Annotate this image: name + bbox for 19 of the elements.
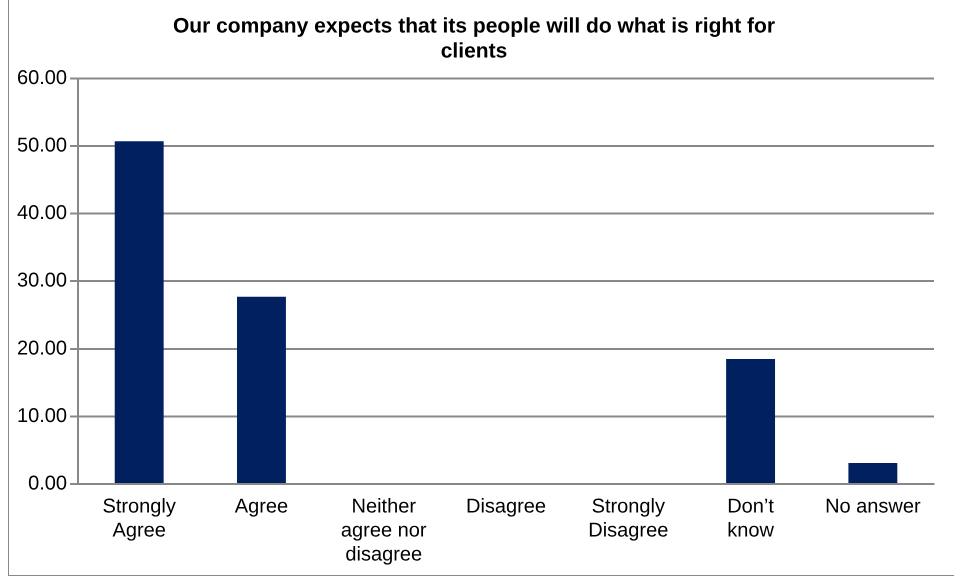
x-tick-label: Don’t know — [727, 496, 774, 542]
x-tick-label: Strongly Agree — [102, 496, 176, 542]
bar — [848, 463, 898, 483]
y-tick-label: 60.00 — [16, 66, 68, 89]
chart-title: Our company expects that its people will do what is right for clients — [172, 14, 776, 63]
y-tick-label: 10.00 — [16, 404, 68, 427]
y-tick-label: 20.00 — [16, 337, 68, 360]
bar — [726, 358, 776, 483]
y-tick-label: 0.00 — [28, 472, 68, 495]
y-tick-label: 30.00 — [16, 270, 68, 292]
bar — [114, 141, 164, 483]
y-tick-label: 50.00 — [16, 134, 68, 157]
x-tick-label: Neither agree nor disagree — [340, 496, 427, 566]
x-tick-label: Disagree — [466, 496, 546, 518]
bar — [237, 296, 286, 483]
y-tick-label: 40.00 — [16, 202, 68, 224]
x-tick-label: Agree — [234, 496, 288, 518]
x-tick-label: Strongly Disagree — [588, 496, 668, 542]
x-tick-label: No answer — [825, 496, 921, 518]
